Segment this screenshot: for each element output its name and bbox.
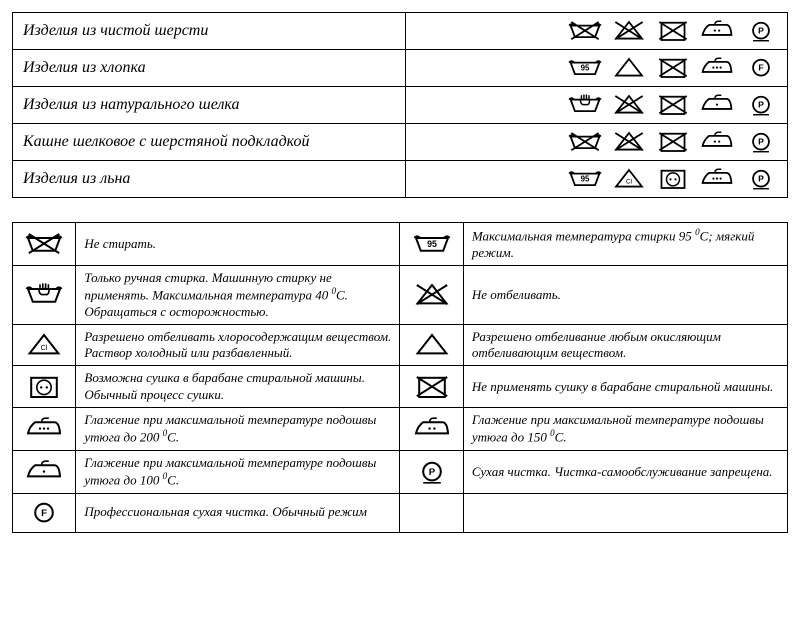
svg-text:Cl: Cl: [626, 179, 632, 186]
dry_no-icon: [400, 366, 463, 408]
dryclean_f-icon: F: [13, 493, 76, 532]
dry_no-icon: [653, 54, 693, 82]
legend-row: Возможна сушка в барабане стиральной маш…: [13, 366, 788, 408]
material-row: Изделия из натурального шелка P: [13, 87, 788, 124]
legend-desc: Глажение при максимальной температуре по…: [76, 450, 400, 493]
material-label: Изделия из чистой шерсти: [13, 13, 406, 50]
material-label: Изделия из льна: [13, 161, 406, 198]
iron_200-icon: [697, 165, 737, 193]
wash_95-icon: 95: [400, 223, 463, 266]
legend-row: Глажение при максимальной температуре по…: [13, 407, 788, 450]
empty-cell: [400, 493, 463, 532]
iron_100-icon: [697, 91, 737, 119]
legend-desc: Не отбеливать.: [463, 265, 787, 324]
bleach_cl-icon: Cl: [609, 165, 649, 193]
iron_100-icon: [13, 450, 76, 493]
svg-text:F: F: [758, 63, 763, 73]
svg-text:F: F: [41, 507, 47, 518]
wash_95-icon: 95: [565, 165, 605, 193]
material-row: Изделия из чистой шерсти P: [13, 13, 788, 50]
legend-desc: Разрешено отбеливать хлоросодержащим вещ…: [76, 324, 400, 366]
legend-desc: Не стирать.: [76, 223, 400, 266]
iron_200-icon: [13, 407, 76, 450]
bleach_no-icon: [609, 17, 649, 45]
wash_95-icon: 95: [565, 54, 605, 82]
material-row: Кашне шелковое с шерстяной подкладкой P: [13, 124, 788, 161]
dryclean_p-icon: P: [741, 165, 781, 193]
dry_no-icon: [653, 17, 693, 45]
material-symbols: P: [406, 87, 788, 124]
material-row: Изделия из хлопка 95 F: [13, 50, 788, 87]
legend-desc: Глажение при максимальной температуре по…: [463, 407, 787, 450]
dryclean_p-icon: P: [741, 17, 781, 45]
wash_no-icon: [13, 223, 76, 266]
svg-text:P: P: [758, 100, 764, 110]
svg-text:Cl: Cl: [41, 343, 48, 352]
wash_no-icon: [565, 128, 605, 156]
bleach_any-icon: [609, 54, 649, 82]
bleach_cl-icon: Cl: [13, 324, 76, 366]
legend-desc: [463, 493, 787, 532]
svg-text:P: P: [758, 137, 764, 147]
svg-text:P: P: [758, 174, 764, 184]
legend-desc: Не применять сушку в барабане стиральной…: [463, 366, 787, 408]
dry_no-icon: [653, 128, 693, 156]
dryclean_p-icon: P: [741, 128, 781, 156]
wash_no-icon: [565, 17, 605, 45]
legend-desc: Максимальная температура стирки 95 0С; м…: [463, 223, 787, 266]
dryclean_f-icon: F: [741, 54, 781, 82]
legend-desc: Возможна сушка в барабане стиральной маш…: [76, 366, 400, 408]
svg-text:P: P: [758, 26, 764, 36]
dry_2dot-icon: [653, 165, 693, 193]
material-label: Кашне шелковое с шерстяной подкладкой: [13, 124, 406, 161]
material-symbols: P: [406, 124, 788, 161]
material-symbols: 95 Cl P: [406, 161, 788, 198]
legend-row: Глажение при максимальной температуре по…: [13, 450, 788, 493]
svg-text:P: P: [428, 466, 435, 477]
dry_2dot-icon: [13, 366, 76, 408]
material-label: Изделия из хлопка: [13, 50, 406, 87]
legend-desc: Сухая чистка. Чистка-самообслуживание за…: [463, 450, 787, 493]
legend-row: Не стирать. 95 Максимальная температура с…: [13, 223, 788, 266]
bleach_no-icon: [609, 91, 649, 119]
bleach_any-icon: [400, 324, 463, 366]
wash_hand-icon: [13, 265, 76, 324]
svg-text:95: 95: [581, 64, 590, 73]
svg-text:95: 95: [427, 239, 437, 249]
legend-row: Cl Разрешено отбеливать хлоросодержащим в…: [13, 324, 788, 366]
material-symbols: P: [406, 13, 788, 50]
legend-table: Не стирать. 95 Максимальная температура с…: [12, 222, 788, 533]
bleach_no-icon: [400, 265, 463, 324]
iron_150-icon: [400, 407, 463, 450]
dry_no-icon: [653, 91, 693, 119]
iron_150-icon: [697, 128, 737, 156]
dryclean_p-icon: P: [741, 91, 781, 119]
material-row: Изделия из льна 95 Cl P: [13, 161, 788, 198]
legend-desc: Только ручная стирка. Машинную стирку не…: [76, 265, 400, 324]
dryclean_p-icon: P: [400, 450, 463, 493]
bleach_no-icon: [609, 128, 649, 156]
iron_200-icon: [697, 54, 737, 82]
material-symbols: 95 F: [406, 50, 788, 87]
legend-row: Только ручная стирка. Машинную стирку не…: [13, 265, 788, 324]
svg-text:95: 95: [581, 175, 590, 184]
legend-row: F Профессиональная сухая чистка. Обычный …: [13, 493, 788, 532]
materials-table: Изделия из чистой шерсти PИзделия из хло…: [12, 12, 788, 198]
material-label: Изделия из натурального шелка: [13, 87, 406, 124]
wash_hand-icon: [565, 91, 605, 119]
legend-desc: Профессиональная сухая чистка. Обычный р…: [76, 493, 400, 532]
iron_150-icon: [697, 17, 737, 45]
legend-desc: Разрешено отбеливание любым окисляющим о…: [463, 324, 787, 366]
legend-desc: Глажение при максимальной температуре по…: [76, 407, 400, 450]
